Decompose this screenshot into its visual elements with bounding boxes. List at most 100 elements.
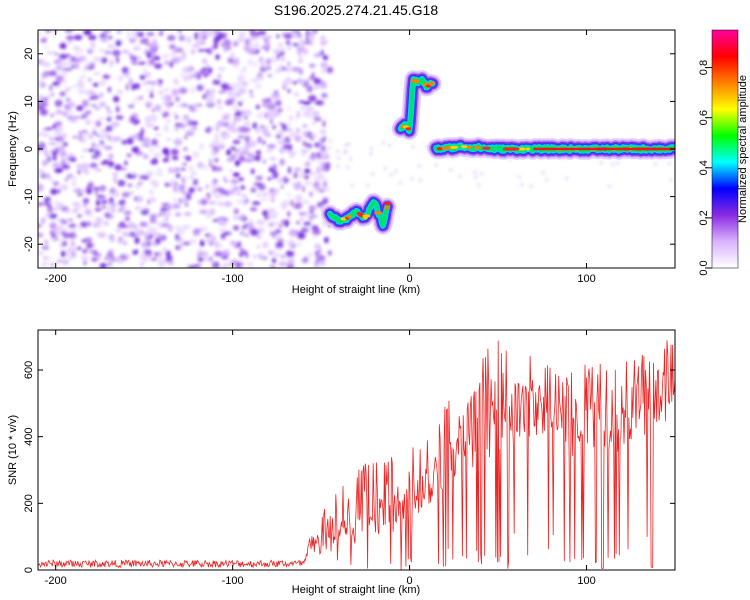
noise-blob <box>46 256 52 261</box>
noise-blob <box>86 62 91 66</box>
noise-blob <box>303 175 310 180</box>
noise-blob <box>145 123 154 128</box>
noise-blob <box>237 126 247 133</box>
noise-blob <box>107 153 114 159</box>
noise-blob <box>287 88 291 94</box>
noise-blob <box>115 56 120 64</box>
noise-blob <box>144 143 151 148</box>
noise-blob <box>84 209 90 215</box>
noise-blob <box>174 96 180 102</box>
noise-blob <box>294 230 300 234</box>
noise-blob <box>199 30 208 37</box>
noise-blob <box>197 199 205 206</box>
noise-speck <box>565 176 569 180</box>
noise-blob <box>76 214 83 218</box>
noise-blob <box>266 110 275 118</box>
noise-blob <box>78 130 82 137</box>
noise-blob <box>250 168 255 175</box>
noise-blob <box>236 241 242 248</box>
noise-blob <box>78 88 85 95</box>
noise-blob <box>74 63 80 69</box>
noise-blob <box>113 137 122 141</box>
noise-blob <box>320 145 326 153</box>
noise-blob <box>126 34 134 39</box>
noise-blob <box>134 206 142 211</box>
noise-blob <box>217 201 225 207</box>
noise-blob <box>38 58 43 65</box>
trace-hotspot <box>413 80 420 84</box>
noise-blob <box>324 236 329 244</box>
noise-blob <box>55 259 64 264</box>
noise-blob <box>237 101 243 107</box>
noise-blob <box>232 149 239 152</box>
noise-blob <box>38 32 42 36</box>
trace-hotspot <box>384 202 392 206</box>
noise-blob <box>293 172 298 179</box>
noise-blob <box>249 79 259 83</box>
noise-blob <box>308 63 316 68</box>
noise-blob <box>319 254 325 260</box>
noise-blob <box>289 150 295 158</box>
noise-speck <box>410 177 414 181</box>
noise-blob <box>118 237 123 240</box>
noise-blob <box>163 225 172 228</box>
noise-speck <box>389 173 393 177</box>
noise-blob <box>320 49 325 56</box>
noise-blob <box>99 129 105 133</box>
spectrogram-y-label: Frequency (Hz) <box>7 111 19 187</box>
noise-blob <box>81 99 89 108</box>
noise-blob <box>284 77 293 85</box>
noise-blob <box>233 216 238 220</box>
noise-speck <box>346 165 350 169</box>
noise-blob <box>127 222 136 229</box>
noise-blob <box>195 103 199 108</box>
noise-blob <box>143 71 152 78</box>
noise-blob <box>80 221 87 225</box>
noise-blob <box>108 198 113 203</box>
noise-blob <box>211 88 215 96</box>
noise-blob <box>199 142 204 151</box>
noise-blob <box>242 65 247 70</box>
noise-blob <box>292 42 300 47</box>
noise-blob <box>212 219 220 222</box>
noise-blob <box>272 163 278 170</box>
noise-blob <box>121 66 129 74</box>
noise-blob <box>97 148 102 152</box>
colorbar-tick-label: 0.6 <box>698 110 710 125</box>
noise-blob <box>239 69 248 74</box>
noise-blob <box>237 135 245 139</box>
noise-blob <box>68 218 73 222</box>
noise-blob <box>311 226 319 230</box>
noise-blob <box>229 94 235 98</box>
noise-blob <box>57 62 67 69</box>
noise-blob <box>42 159 48 167</box>
noise-blob <box>320 61 328 69</box>
y-tick-label: 600 <box>23 361 35 379</box>
noise-blob <box>91 141 96 149</box>
colorbar-gradient <box>711 29 739 269</box>
noise-blob <box>268 188 276 192</box>
noise-blob <box>139 95 143 100</box>
noise-blob <box>178 87 188 94</box>
noise-blob <box>145 42 151 46</box>
noise-blob <box>94 119 99 127</box>
noise-blob <box>270 197 275 203</box>
noise-blob <box>256 192 261 198</box>
noise-blob <box>285 40 291 45</box>
noise-blob <box>99 134 107 139</box>
noise-blob <box>42 61 51 67</box>
noise-blob <box>62 259 69 265</box>
noise-blob <box>252 61 258 68</box>
noise-blob <box>258 56 264 64</box>
noise-blob <box>57 69 65 73</box>
spectrogram-x-label: Height of straight line (km) <box>292 284 420 296</box>
noise-blob <box>233 112 242 117</box>
noise-blob <box>91 257 99 262</box>
noise-blob <box>217 73 222 79</box>
noise-blob <box>139 175 144 180</box>
noise-blob <box>164 182 171 187</box>
noise-blob <box>82 67 86 72</box>
noise-speck <box>411 145 415 149</box>
noise-speck <box>388 143 392 147</box>
noise-blob <box>127 183 133 188</box>
